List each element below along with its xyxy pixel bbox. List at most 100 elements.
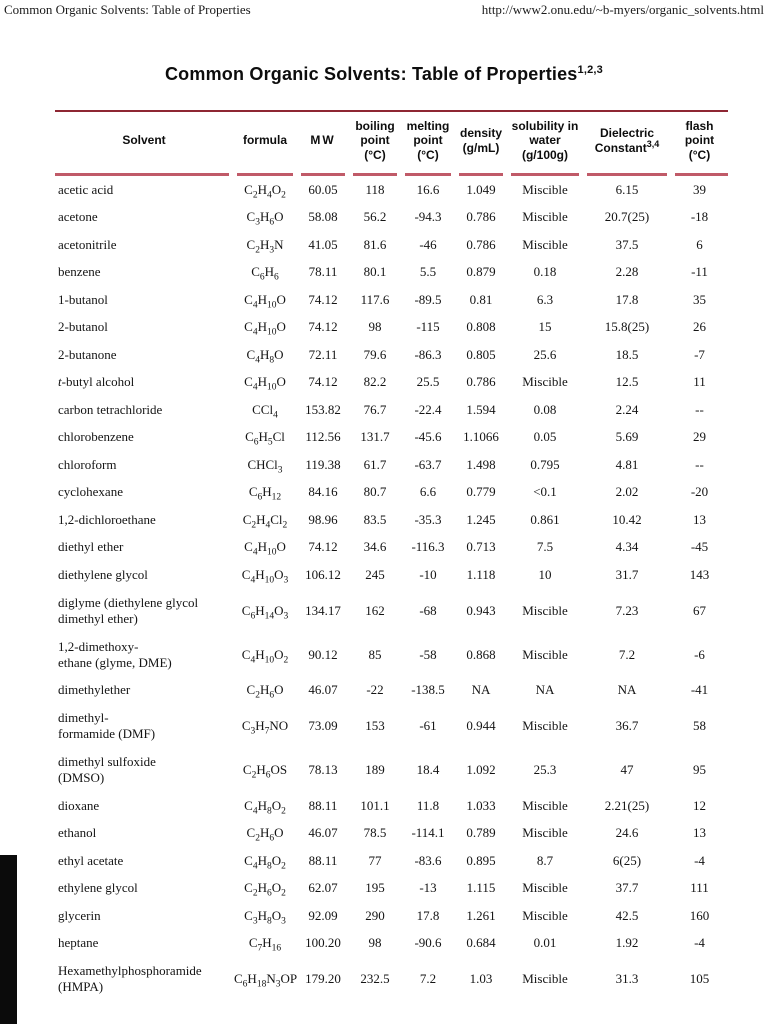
cell-density: 1.498 [466, 456, 496, 472]
cell-mw: 74.12 [308, 291, 338, 307]
cell-density: 0.943 [466, 602, 496, 618]
cell-bp: 56.2 [363, 209, 387, 225]
cell-flash: -11 [691, 264, 708, 280]
column-header-mw: MW [297, 114, 349, 176]
table-row: acetone C3H6O 58.08 56.2 -94.3 0.786 Miscible 2… [55, 204, 728, 232]
cell-bp: 98 [368, 319, 382, 335]
cell-solvent: dimethyl sulfoxide (DMSO) [58, 754, 156, 785]
cell-flash: 26 [693, 319, 706, 335]
cell-mp: -114.1 [411, 825, 445, 841]
table-row: chlorobenzene C6H5Cl 112.56 131.7 -45.6 1.106… [55, 424, 728, 452]
cell-solubility: <0.1 [533, 484, 557, 500]
cell-mp: 25.5 [416, 374, 440, 390]
cell-formula: C4H10O [244, 539, 286, 559]
cell-solvent: diglyme (diethylene glycol dimethyl ether… [58, 594, 199, 626]
cell-mp: 7.2 [419, 971, 437, 987]
cell-mw: 46.07 [308, 825, 338, 841]
cell-solvent: dimethyl-formamide (DMF) [58, 710, 156, 741]
cell-solubility: 15 [538, 319, 552, 335]
cell-formula: C4H8O2 [244, 852, 286, 872]
cell-dielectric: 31.7 [615, 566, 639, 582]
cell-dielectric: 18.5 [615, 346, 639, 362]
table-row: diethyl ether C4H10O 74.12 34.6 -116.3 0.713 7… [55, 534, 728, 562]
scan-artifact-bar [0, 855, 17, 1024]
column-header-bp: boiling point (°C) [349, 114, 401, 176]
cell-solvent: ethylene glycol [58, 880, 138, 896]
table-row: cyclohexane C6H12 84.16 80.7 6.6 0.779 <0.1 2.0… [55, 479, 728, 507]
cell-solvent: 1,2-dichloroethane [58, 511, 156, 527]
cell-flash: 111 [690, 880, 709, 896]
cell-mw: 73.09 [308, 718, 338, 734]
cell-dielectric: 37.7 [615, 880, 639, 896]
cell-formula: C6H6 [251, 264, 279, 284]
column-header-solvent: Solvent [55, 114, 233, 176]
cell-mw: 106.12 [305, 566, 341, 582]
cell-solvent: dioxane [58, 797, 100, 813]
cell-mp: -94.3 [414, 209, 442, 225]
cell-mw: 74.12 [308, 374, 338, 390]
cell-solvent: chloroform [58, 456, 117, 472]
cell-solvent: ethanol [58, 825, 97, 841]
cell-mp: 18.4 [416, 762, 440, 778]
cell-formula: C6H12 [248, 484, 282, 504]
cell-mp: -10 [419, 566, 437, 582]
cell-bp: 77 [368, 852, 382, 868]
cell-flash: -18 [690, 209, 709, 225]
solvent-table-body: acetic acid C2H4O2 60.05 118 16.6 1.049 Miscib… [55, 176, 728, 1001]
cell-mw: 88.11 [308, 797, 338, 813]
cell-formula: C4H10O [244, 291, 286, 311]
cell-mp: -83.6 [414, 852, 442, 868]
print-header-title: Common Organic Solvents: Table of Proper… [4, 2, 251, 17]
table-row: chloroform CHCl3 119.38 61.7 -63.7 1.498 0.795… [55, 451, 728, 479]
table-row: diethylene glycol C4H10O3 106.12 245 -10 1.11… [55, 561, 728, 589]
cell-mw: 74.12 [308, 539, 338, 555]
cell-flash: -4 [694, 935, 705, 951]
cell-flash: 143 [689, 566, 710, 582]
cell-bp: 117.6 [360, 291, 390, 307]
cell-flash: -41 [690, 682, 709, 698]
page-title: Common Organic Solvents: Table of Proper… [0, 64, 768, 85]
cell-mp: -58 [419, 646, 437, 662]
table-row: acetic acid C2H4O2 60.05 118 16.6 1.049 Miscib… [55, 176, 728, 204]
cell-bp: 290 [365, 907, 385, 923]
table-row: Hexamethylphosphoramide (HMPA) C6H18N3OP 17… [55, 957, 728, 1001]
cell-solvent: glycerin [58, 907, 101, 923]
cell-dielectric: 1.92 [615, 935, 639, 951]
table-row: 1-butanol C4H10O 74.12 117.6 -89.5 0.81 6.3 17.… [55, 286, 728, 314]
cell-density: 1.049 [466, 181, 496, 197]
cell-mw: 179.20 [305, 971, 341, 987]
cell-solvent: Hexamethylphosphoramide (HMPA) [58, 963, 202, 994]
column-header-density: density (g/mL) [455, 114, 507, 176]
cell-formula: C2H4O2 [244, 181, 286, 201]
table-row: carbon tetrachloride CCl4 153.82 76.7 -22.4 1… [55, 396, 728, 424]
cell-mw: 72.11 [308, 346, 338, 362]
cell-bp: 131.7 [360, 429, 390, 445]
cell-solubility: Miscible [522, 646, 568, 662]
cell-mw: 74.12 [308, 319, 338, 335]
cell-flash: 11 [693, 374, 706, 390]
cell-solubility: NA [535, 682, 555, 698]
cell-dielectric: 24.6 [615, 825, 639, 841]
cell-density: 0.789 [466, 825, 496, 841]
cell-formula: C3H6O [246, 209, 284, 229]
cell-flash: -4 [694, 852, 705, 868]
cell-bp: 85 [368, 646, 382, 662]
cell-formula: C2H6O2 [244, 880, 286, 900]
cell-mp: -89.5 [414, 291, 442, 307]
cell-flash: 105 [689, 971, 710, 987]
cell-mp: 11.8 [416, 797, 440, 813]
top-rule [55, 110, 728, 112]
page-title-text: Common Organic Solvents: Table of Proper… [164, 64, 578, 84]
cell-dielectric: 12.5 [615, 374, 639, 390]
cell-mp: -46 [419, 236, 437, 252]
cell-mp: -138.5 [411, 682, 445, 698]
cell-flash: 58 [693, 718, 706, 734]
cell-density: 0.944 [466, 718, 496, 734]
cell-solvent: benzene [58, 264, 101, 280]
cell-density: 1.118 [466, 566, 496, 582]
cell-solubility: 0.05 [533, 429, 557, 445]
cell-density: 0.879 [466, 264, 496, 280]
cell-mp: -22.4 [414, 401, 442, 417]
cell-solubility: 8.7 [536, 852, 554, 868]
